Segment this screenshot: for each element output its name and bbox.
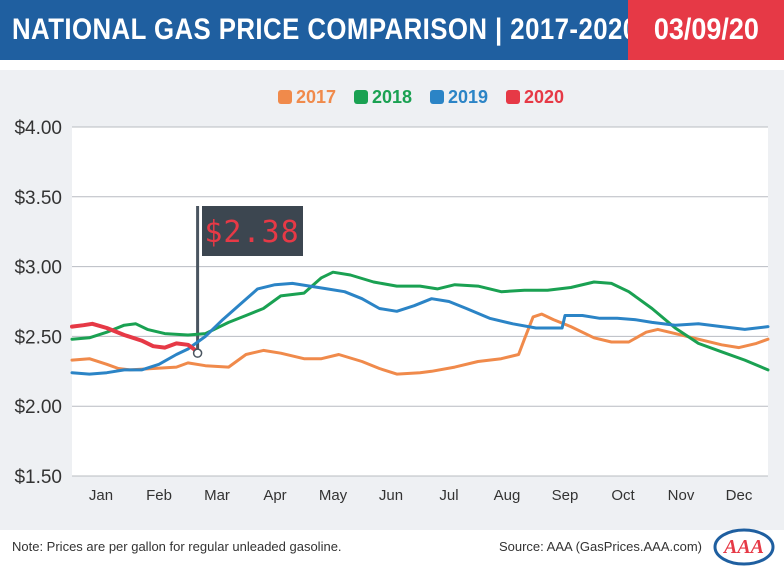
svg-text:AAA: AAA bbox=[722, 536, 764, 558]
legend-label: 2020 bbox=[524, 87, 564, 107]
callout-label: $2.38 bbox=[204, 215, 299, 250]
header: NATIONAL GAS PRICE COMPARISON | 2017-202… bbox=[0, 0, 784, 60]
x-tick-label: Feb bbox=[146, 487, 172, 504]
series-line-2018 bbox=[70, 270, 770, 372]
date-banner: 03/09/20 bbox=[628, 0, 784, 60]
y-tick-label: $2.50 bbox=[14, 327, 62, 348]
legend-label: 2018 bbox=[372, 87, 412, 107]
legend-label: 2019 bbox=[448, 87, 488, 107]
x-tick-label: Oct bbox=[611, 487, 635, 504]
source-credit: Source: AAA (GasPrices.AAA.com) bbox=[498, 539, 702, 554]
x-tick-label: Jun bbox=[379, 487, 403, 504]
y-tick-label: $3.00 bbox=[14, 258, 62, 279]
chart-date: 03/09/20 bbox=[653, 13, 759, 46]
x-tick-label: Nov bbox=[668, 487, 695, 504]
legend-swatch bbox=[278, 90, 292, 104]
x-tick-label: Jul bbox=[439, 487, 458, 504]
title-banner: NATIONAL GAS PRICE COMPARISON | 2017-202… bbox=[0, 0, 637, 60]
x-tick-label: Sep bbox=[552, 487, 579, 504]
y-tick-label: $4.00 bbox=[14, 118, 62, 139]
footnote: Note: Prices are per gallon for regular … bbox=[12, 539, 342, 554]
y-tick-label: $3.50 bbox=[14, 188, 62, 209]
plot-area bbox=[72, 127, 768, 476]
x-tick-label: Mar bbox=[204, 487, 230, 504]
series-line-2020 bbox=[70, 321, 202, 356]
legend-swatch bbox=[430, 90, 444, 104]
x-tick-label: Apr bbox=[263, 487, 286, 504]
y-tick-label: $2.00 bbox=[14, 397, 62, 418]
series-line-2017 bbox=[70, 312, 770, 376]
series-line-2019 bbox=[70, 281, 770, 376]
x-tick-label: May bbox=[319, 487, 348, 504]
x-tick-label: Jan bbox=[89, 487, 113, 504]
line-chart: $4.00 $3.50 $3.00 $2.50 $2.00 $1.50 Jan Feb Mar A… bbox=[14, 87, 770, 504]
legend-swatch bbox=[354, 90, 368, 104]
legend-label: 2017 bbox=[296, 87, 336, 107]
callout-marker bbox=[192, 348, 203, 358]
chart-title: NATIONAL GAS PRICE COMPARISON | 2017-202… bbox=[12, 13, 638, 46]
x-tick-label: Aug bbox=[494, 487, 521, 504]
callout-box bbox=[202, 206, 303, 256]
x-tick-label: Dec bbox=[726, 487, 753, 504]
y-tick-label: $1.50 bbox=[14, 467, 62, 488]
aaa-logo: AAA bbox=[713, 528, 775, 566]
legend-swatch bbox=[506, 90, 520, 104]
